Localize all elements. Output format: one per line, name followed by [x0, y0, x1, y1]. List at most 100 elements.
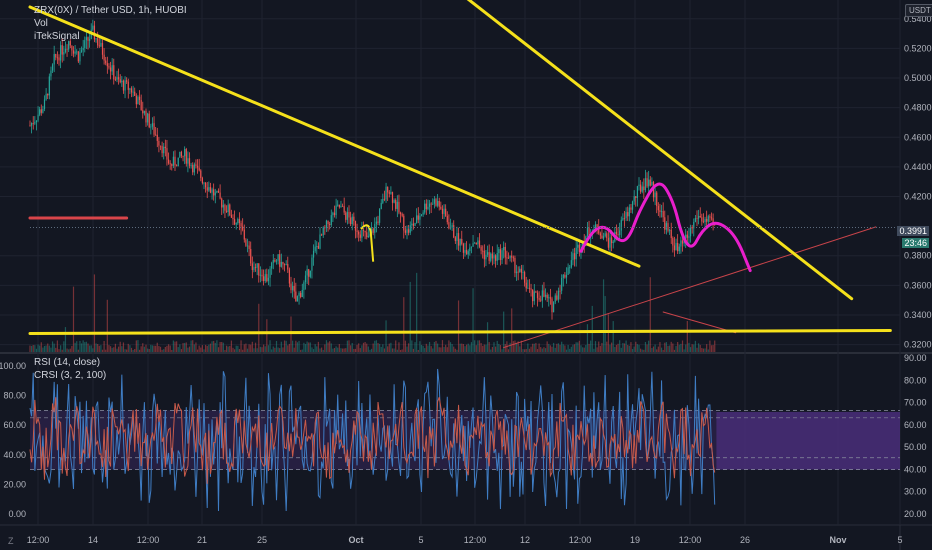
volume-bar [424, 348, 426, 352]
volume-bar [369, 349, 371, 352]
candle-body [51, 64, 54, 71]
volume-bar [435, 340, 437, 352]
volume-bar [301, 349, 303, 352]
candle-body [490, 253, 492, 261]
candle-body [105, 60, 107, 64]
volume-bar [507, 349, 510, 352]
candle-body [63, 52, 65, 55]
volume-bar [401, 349, 403, 352]
indicator-legend[interactable]: iTekSignal [34, 31, 80, 42]
candle-body [681, 240, 684, 244]
candle-body [322, 227, 324, 236]
volume-bar [348, 340, 350, 352]
crsi-legend[interactable]: CRSI (3, 2, 100) [34, 370, 107, 381]
volume-bar [279, 348, 281, 352]
volume-bar [214, 342, 216, 352]
price-tick-label: 0.4600 [904, 132, 932, 142]
volume-bar [34, 345, 36, 352]
volume-bar [443, 346, 445, 352]
candle-body [277, 254, 279, 261]
candle-body [48, 76, 50, 96]
volume-bar [495, 346, 497, 352]
price-tick-label: 0.4200 [904, 192, 932, 202]
volume-bar [488, 342, 490, 352]
volume-bar [193, 344, 195, 352]
volume-bar [569, 348, 571, 352]
volume-bar [504, 344, 506, 352]
volume-bar [672, 343, 674, 352]
candle-body [288, 269, 290, 284]
candle-body [203, 182, 205, 184]
volume-bar [130, 347, 133, 352]
volume-bar [464, 346, 466, 352]
candle-body [398, 201, 400, 213]
axes: 0.5400 0.5200 0.5000 0.4800 0.4600 0.4400 0.42… [0, 14, 932, 545]
candle-body [242, 226, 244, 230]
candle-body [499, 249, 502, 260]
time-tick-label: 12:00 [464, 535, 487, 545]
candle-body [169, 163, 171, 165]
volume-bar [691, 344, 693, 352]
candle-body [412, 223, 415, 226]
volume-bar [419, 341, 421, 352]
volume-bar [103, 340, 105, 352]
volume-bar [129, 345, 131, 352]
volume-bar [205, 344, 207, 352]
volume-bar [261, 347, 263, 352]
volume-bar [76, 341, 78, 352]
candle-body [47, 93, 49, 96]
time-tick-label: 14 [88, 535, 98, 545]
volume-bar [227, 346, 229, 352]
volume-bar [644, 341, 647, 352]
volume-bar [156, 342, 158, 352]
candle-body [475, 242, 477, 245]
volume-bar [433, 341, 435, 352]
candle-body [409, 225, 411, 233]
volume-bar [190, 340, 192, 352]
candle-body [379, 209, 381, 223]
volume-bar [217, 347, 220, 352]
drawing-annotations [28, 0, 900, 349]
volume-bar [290, 316, 292, 352]
rsi-legend[interactable]: RSI (14, close) [34, 357, 101, 368]
candle-body [221, 198, 223, 208]
candle-body [155, 134, 157, 136]
time-tick-label: Oct [348, 535, 363, 545]
price-tick-label: 0.3600 [904, 280, 932, 290]
volume-bar [686, 320, 688, 352]
symbol-title[interactable]: ZRX(0X) / Tether USD, 1h, HUOBI [34, 5, 187, 16]
candle-body [341, 206, 344, 207]
volume-bar [124, 349, 126, 352]
volume-bar [209, 343, 212, 352]
volume-bar [712, 345, 714, 352]
volume-bar [490, 349, 492, 352]
candle-body [29, 125, 31, 127]
volume-bar [93, 274, 96, 352]
volume-bar [693, 344, 695, 352]
volume-bar [272, 346, 274, 352]
candle-body [486, 252, 489, 255]
volume-bar [147, 348, 149, 352]
volume-bar [702, 348, 705, 352]
candle-body [388, 192, 390, 194]
timezone-icon[interactable]: Z [8, 536, 14, 546]
candle-body [662, 211, 664, 218]
volume-bar [656, 349, 658, 352]
volume-bar [314, 344, 316, 352]
candle-body [303, 282, 305, 290]
candle-body [515, 271, 518, 274]
volume-bar [395, 340, 397, 352]
volume-legend[interactable]: Vol [34, 18, 48, 29]
candle-body [76, 51, 78, 53]
currency-badge[interactable]: USDT [905, 4, 932, 17]
volume-bar [561, 341, 563, 352]
volume-bar [221, 341, 223, 352]
candle-body [556, 295, 558, 300]
candle-body [375, 221, 377, 225]
candle-body [190, 165, 192, 166]
volume-bar [122, 342, 125, 352]
candle-body [314, 246, 316, 251]
volume-bar [454, 348, 456, 352]
candle-body [119, 79, 121, 83]
